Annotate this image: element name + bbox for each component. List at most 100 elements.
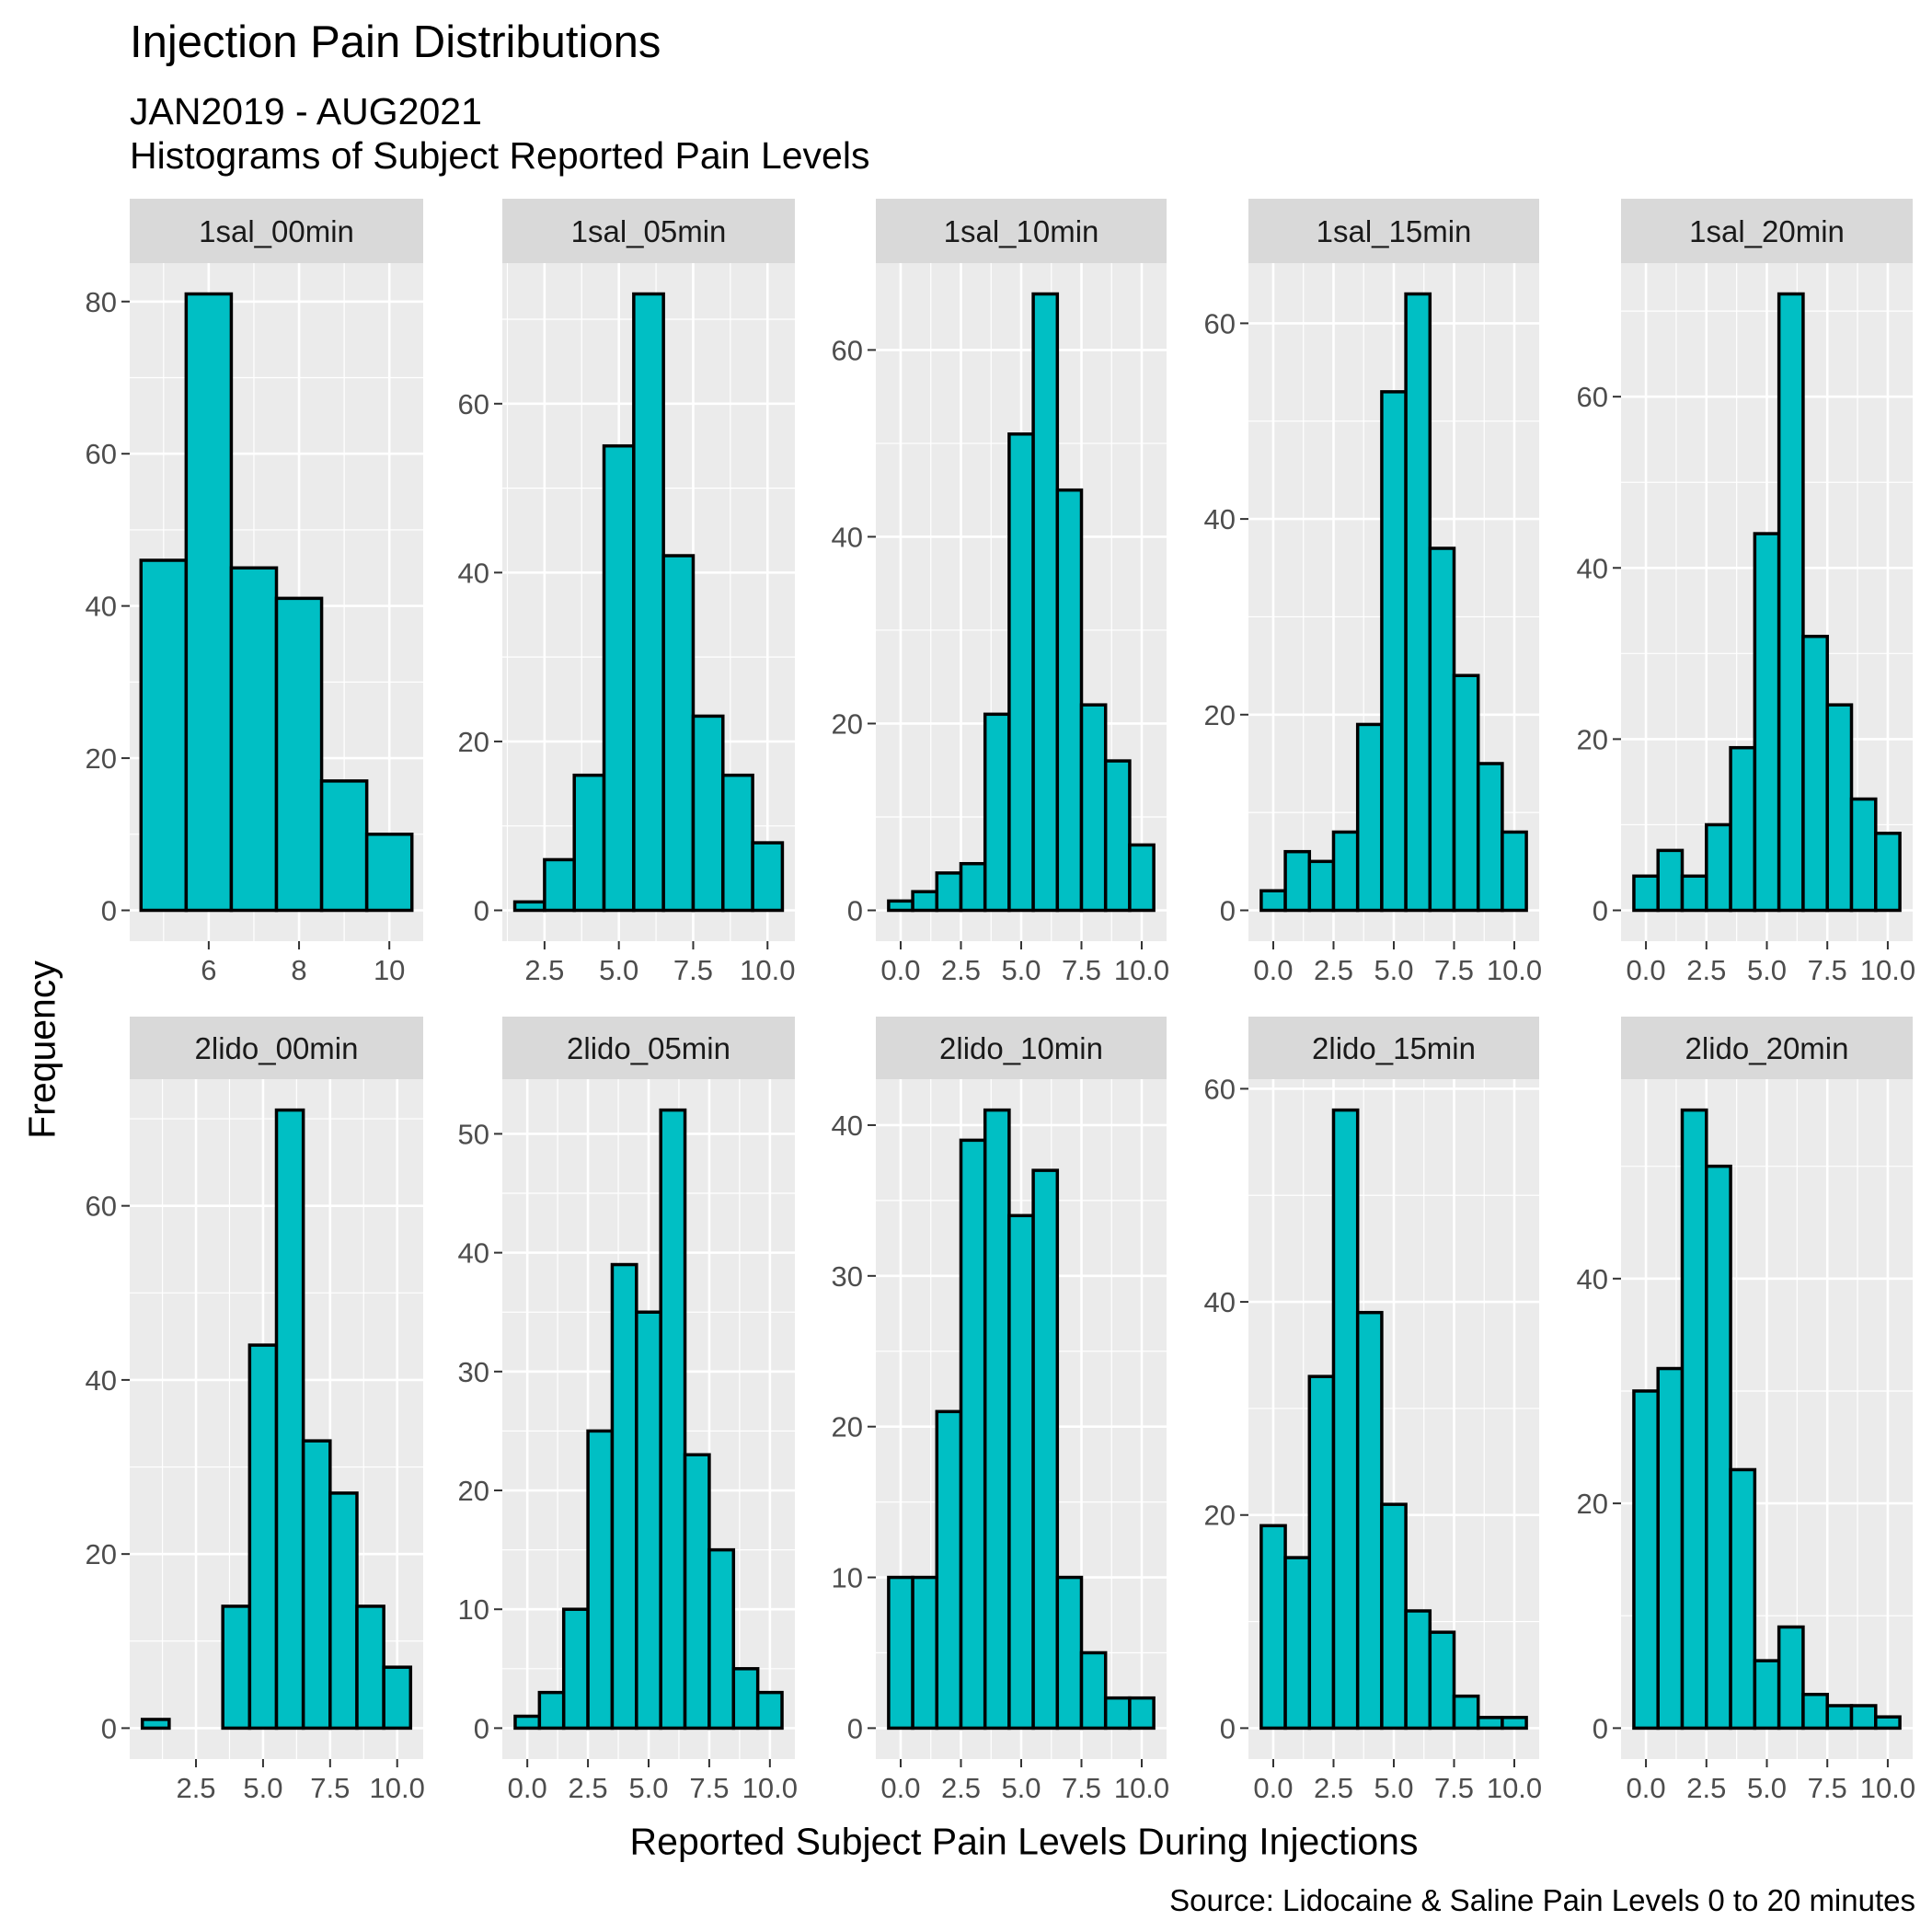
x-tick-label: 10.0 — [1114, 954, 1169, 986]
x-tick-label: 10.0 — [1860, 1772, 1915, 1804]
facet-strip-label: 2lido_05min — [567, 1031, 730, 1065]
facet-panel-1sal_15min: 1sal_15min 0 20 40 60 0.0 2.5 5.0 7.5 10.0 — [1204, 199, 1542, 986]
y-tick-label: 20 — [458, 1475, 489, 1507]
histogram-bar — [1501, 830, 1528, 913]
y-tick-label: 10 — [832, 1562, 863, 1594]
histogram-bar — [1128, 1696, 1156, 1731]
x-tick-label: 5.0 — [1001, 1772, 1041, 1804]
y-tick-label: 0 — [101, 895, 117, 927]
x-tick-label: 10.0 — [742, 1772, 798, 1804]
histogram-bar — [1055, 1575, 1084, 1731]
y-tick-label: 0 — [474, 1712, 489, 1744]
histogram-bar — [1355, 1310, 1384, 1731]
y-tick-label: 0 — [847, 895, 863, 927]
histogram-bar — [513, 1714, 542, 1731]
facet-panel-1sal_10min: 1sal_10min 0 20 40 60 0.0 2.5 5.0 7.5 10.0 — [832, 199, 1169, 986]
histogram-bar — [1331, 1108, 1360, 1731]
histogram-bar — [1428, 1630, 1456, 1731]
x-tick-label: 2.5 — [1686, 1772, 1726, 1804]
histogram-bar — [1476, 1716, 1504, 1731]
histogram-bar — [140, 1718, 171, 1731]
facet-strip-label: 2lido_20min — [1685, 1031, 1849, 1065]
histogram-bar — [1307, 859, 1336, 913]
histogram-bar — [586, 1429, 615, 1731]
y-tick-label: 40 — [458, 557, 489, 589]
histogram-bar — [301, 1439, 332, 1731]
x-tick-label: 0.0 — [1627, 954, 1666, 986]
histogram-bar — [319, 779, 369, 913]
chart-title: Injection Pain Distributions — [130, 17, 661, 67]
histogram-bar — [1849, 1704, 1878, 1731]
histogram-bar — [602, 443, 636, 913]
histogram-bar — [983, 1108, 1011, 1731]
x-tick-label: 0.0 — [1627, 1772, 1666, 1804]
histogram-bar — [1079, 1650, 1108, 1731]
y-tick-label: 50 — [458, 1118, 489, 1150]
histogram-bar — [1283, 1556, 1312, 1731]
x-tick-label: 5.0 — [1374, 954, 1413, 986]
histogram-bar — [1729, 745, 1757, 913]
x-tick-label: 2.5 — [1686, 954, 1726, 986]
facet-strip — [876, 199, 1167, 263]
histogram-bar — [1380, 1502, 1408, 1731]
facet-strip-label: 1sal_20min — [1689, 214, 1845, 248]
y-axis-label: Frequency — [20, 960, 63, 1139]
facet-panel-2lido_00min: 2lido_00min 0 20 40 60 2.5 5.0 7.5 10.0 — [86, 1017, 425, 1804]
facet-panel-2lido_10min: 2lido_10min 0 10 20 30 40 0.0 2.5 5.0 7.5 10.0 — [832, 1017, 1169, 1804]
histogram-bar — [1705, 822, 1732, 913]
histogram-bar — [1355, 722, 1384, 913]
y-tick-label: 40 — [832, 1110, 863, 1142]
x-tick-label: 7.5 — [1808, 1772, 1847, 1804]
y-tick-label: 30 — [832, 1260, 863, 1293]
y-tick-label: 60 — [1204, 1073, 1236, 1105]
y-tick-label: 60 — [1577, 381, 1608, 413]
histogram-bar — [959, 861, 987, 913]
histogram-bar — [1128, 843, 1156, 913]
histogram-bar — [561, 1607, 590, 1731]
histogram-bar — [1331, 830, 1360, 913]
y-tick-label: 0 — [1593, 1712, 1608, 1744]
histogram-bar — [1680, 1108, 1708, 1731]
histogram-bar — [1055, 488, 1084, 913]
y-tick-label: 30 — [458, 1356, 489, 1388]
y-tick-label: 60 — [832, 334, 863, 366]
y-tick-label: 60 — [86, 1190, 117, 1223]
facet-strip — [876, 1017, 1167, 1079]
histogram-bar — [887, 899, 914, 913]
histogram-bar — [751, 841, 785, 913]
chart-caption: Source: Lidocaine & Saline Pain Levels 0… — [1169, 1883, 1915, 1917]
y-tick-label: 20 — [1577, 723, 1608, 755]
x-tick-label: 2.5 — [176, 1772, 215, 1804]
histogram-bar — [543, 857, 576, 913]
facet-strip — [502, 199, 795, 263]
x-tick-label: 7.5 — [1434, 1772, 1474, 1804]
y-tick-label: 0 — [1220, 895, 1236, 927]
facet-panel-1sal_00min: 1sal_00min 0 20 40 60 80 6 8 10 — [86, 199, 423, 986]
histogram-bar — [887, 1575, 914, 1731]
histogram-bar — [721, 773, 754, 913]
histogram-bar — [382, 1665, 413, 1731]
histogram-bar — [139, 558, 189, 913]
x-tick-label: 7.5 — [1434, 954, 1474, 986]
facet-panel-1sal_05min: 1sal_05min 0 20 40 60 2.5 5.0 7.5 10.0 — [458, 199, 795, 986]
x-tick-label: 2.5 — [941, 1772, 981, 1804]
y-tick-label: 40 — [458, 1237, 489, 1270]
chart-subtitle: JAN2019 - AUG2021 — [130, 90, 482, 132]
x-tick-label: 7.5 — [1808, 954, 1847, 986]
x-tick-label: 5.0 — [1001, 954, 1041, 986]
facet-strip — [1248, 1017, 1539, 1079]
histogram-bar — [935, 871, 963, 913]
facet-strip-label: 1sal_15min — [1317, 214, 1472, 248]
x-tick-label: 10.0 — [1487, 1772, 1542, 1804]
facet-strip — [1621, 1017, 1913, 1079]
y-tick-label: 10 — [458, 1593, 489, 1626]
histogram-bar — [1825, 703, 1854, 913]
x-tick-label: 8 — [291, 954, 306, 986]
histogram-bar — [731, 1667, 760, 1731]
x-tick-label: 10.0 — [740, 954, 795, 986]
histogram-bar — [1501, 1716, 1528, 1731]
facet-strip-label: 2lido_15min — [1312, 1031, 1476, 1065]
x-tick-label: 10.0 — [370, 1772, 425, 1804]
histogram-bar — [1452, 1694, 1480, 1731]
y-tick-label: 0 — [474, 895, 489, 927]
